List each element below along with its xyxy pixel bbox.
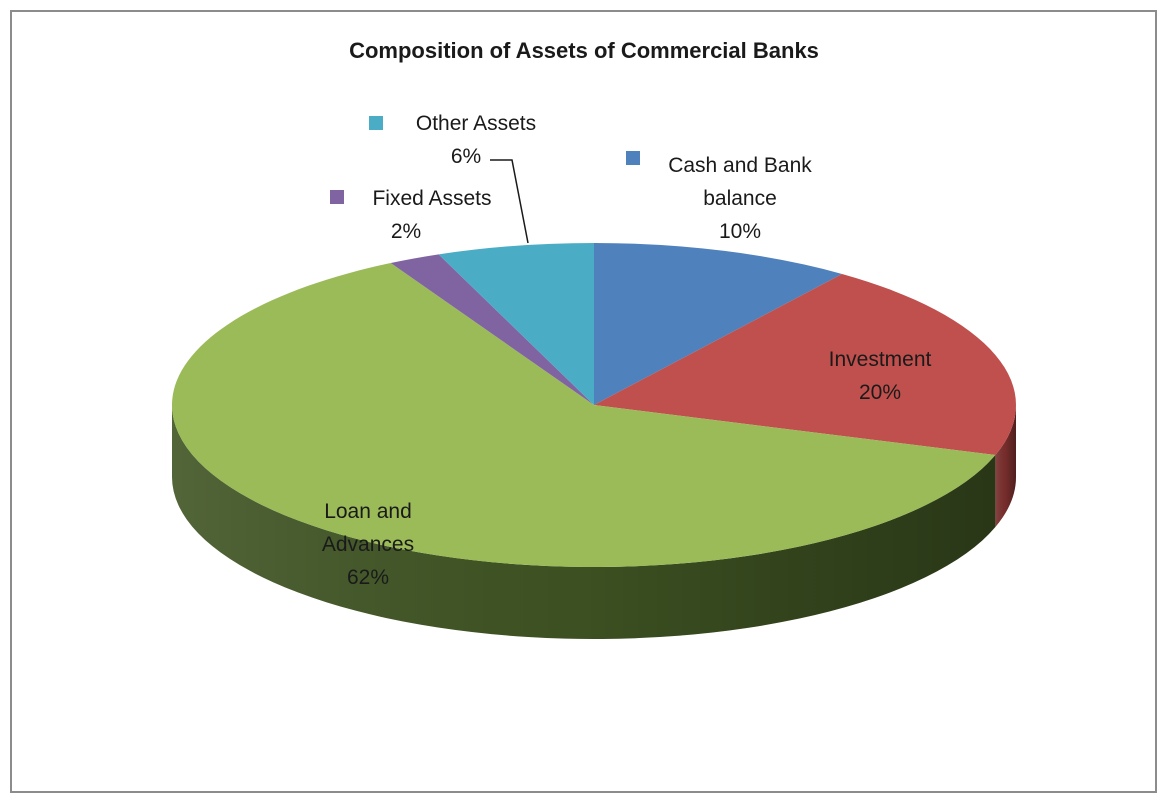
slice-other-assets-label-line: Other Assets	[416, 112, 536, 135]
slice-cash-and-bank-balance-label-line: balance	[703, 187, 777, 210]
slice-loan-and-advances-side-shade	[172, 405, 996, 639]
slice-fixed-assets-legend-marker	[330, 190, 344, 204]
slice-other-assets-legend-marker	[369, 116, 383, 130]
slice-cash-and-bank-balance[interactable]	[594, 243, 843, 405]
slice-cash-and-bank-balance-label-line: 10%	[719, 220, 761, 243]
slice-loan-and-advances[interactable]	[171, 263, 996, 567]
slice-loan-and-advances-label-line: Advances	[322, 533, 414, 556]
slice-other-assets-label-line: 6%	[451, 145, 481, 168]
slice-investment-label-line: 20%	[859, 381, 901, 404]
pie-slices	[171, 243, 1016, 567]
slice-fixed-assets-label-line: 2%	[391, 220, 421, 243]
slice-investment-label-line: Investment	[829, 348, 932, 371]
slice-loan-and-advances-label-line: 62%	[347, 566, 389, 589]
pie-labels: Cash and Bank balance 10% Investment 20% Loan…	[322, 112, 932, 589]
slice-fixed-assets[interactable]	[390, 254, 594, 405]
slice-other-assets[interactable]	[438, 243, 594, 405]
slice-cash-and-bank-balance-legend-marker	[626, 151, 640, 165]
slice-investment[interactable]	[594, 273, 1016, 456]
slice-investment-side-shade	[995, 405, 1016, 528]
slice-fixed-assets-label-line: Fixed Assets	[372, 187, 491, 210]
chart-title: Composition of Assets of Commercial Bank…	[349, 38, 819, 63]
leader-line	[490, 159, 529, 244]
slice-loan-and-advances-label-line: Loan and	[324, 500, 412, 523]
slice-cash-and-bank-balance-label-line: Cash and Bank	[668, 154, 812, 177]
pie-sides	[172, 405, 1016, 639]
